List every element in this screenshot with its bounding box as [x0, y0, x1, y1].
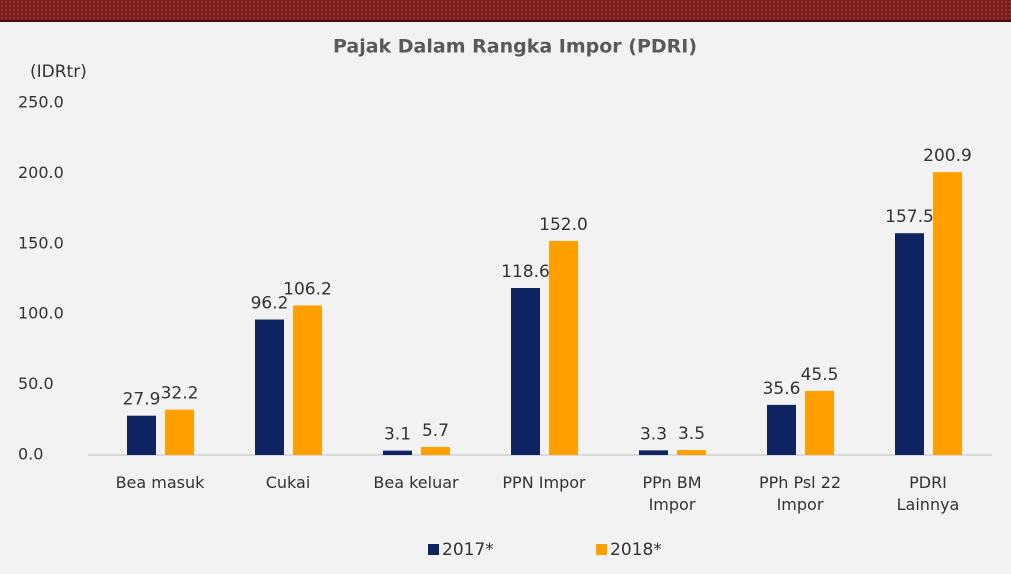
data-label: 3.1 [384, 425, 411, 445]
y-tick-label: 250.0 [18, 93, 64, 112]
bar [639, 450, 668, 455]
y-tick-label: 200.0 [18, 163, 64, 182]
y-tick-label: 50.0 [18, 374, 54, 393]
bar [165, 409, 194, 455]
data-label: 118.6 [501, 262, 550, 282]
x-tick-label: Bea keluar [373, 473, 459, 492]
legend-label: 2018* [610, 540, 662, 560]
data-label: 3.3 [640, 424, 667, 444]
header-band [0, 0, 1011, 22]
x-tick-label: PPh Psl 22 Impor [758, 473, 842, 514]
y-tick-label: 100.0 [18, 304, 64, 323]
bar [255, 319, 284, 455]
bar [421, 446, 450, 455]
data-label: 200.9 [923, 146, 972, 166]
data-label: 5.7 [422, 421, 449, 441]
bar [895, 233, 924, 455]
x-tick-label: Cukai [265, 473, 311, 492]
bar [127, 415, 156, 455]
data-label: 3.5 [678, 424, 705, 444]
y-tick-label: 150.0 [18, 233, 64, 252]
bar [511, 288, 540, 455]
data-label: 96.2 [251, 294, 289, 314]
data-label: 32.2 [161, 384, 199, 404]
x-tick-label: Bea masuk [115, 473, 205, 492]
bar [293, 305, 322, 455]
x-tick-label: PDRI Lainnya [896, 473, 960, 514]
bar [767, 404, 796, 455]
legend-swatch [428, 544, 439, 555]
y-axis-label: (IDRtr) [30, 62, 87, 82]
data-label: 152.0 [539, 215, 588, 235]
y-tick-label: 0.0 [18, 445, 43, 464]
legend-swatch [596, 544, 607, 555]
data-label: 157.5 [885, 207, 934, 227]
bar [933, 172, 962, 455]
data-label: 35.6 [763, 379, 801, 399]
legend-label: 2017* [442, 540, 494, 560]
x-tick-label: PPN Impor [502, 473, 586, 492]
data-label: 106.2 [283, 279, 332, 299]
chart-title: Pajak Dalam Rangka Impor (PDRI) [333, 36, 697, 58]
data-label: 27.9 [123, 390, 161, 410]
bar [383, 450, 412, 455]
bar [549, 240, 578, 455]
x-tick-label: PPn BM Impor [642, 473, 702, 514]
bar [677, 450, 706, 455]
bar [805, 390, 834, 455]
data-label: 45.5 [801, 365, 839, 385]
